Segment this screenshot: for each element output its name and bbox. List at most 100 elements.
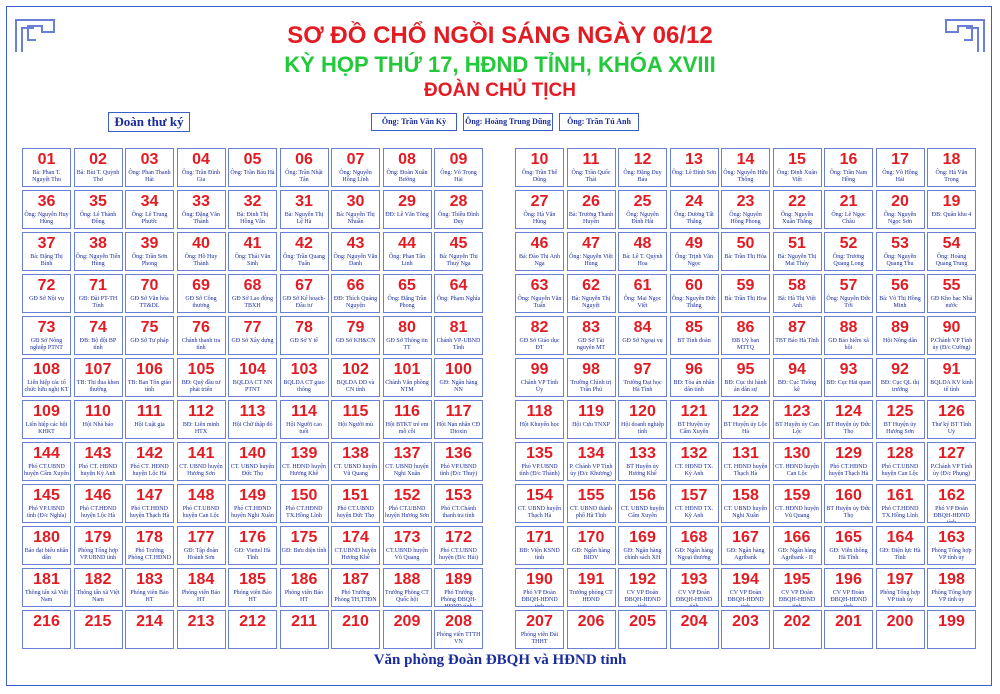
seat: 07 Ông: Nguyễn Hồng Lĩnh [331,148,380,187]
seat-name: GĐ: Đài PT-TH Tỉnh [78,296,118,309]
seat-number: 96 [685,361,703,378]
seat: 75 GĐ Sở Tư pháp [125,316,174,355]
page-frame [6,6,992,686]
seat-name: Phó CT.UBND huyện Can Lộc [881,464,919,477]
seat-number: 27 [530,193,549,210]
seat-name: BĐ: Cục Thống kê [777,380,817,393]
seat-number: 15 [788,151,806,168]
seat-number: 141 [187,445,215,462]
seat-name: Hội Người cao tuổi [286,422,322,435]
seat-number: 184 [187,571,215,588]
seat-name: Phó VP Đoàn ĐBQH-HĐND tỉnh [933,506,970,523]
seat: 55 GĐ Kho bạc Nhà nước [927,274,976,313]
seat: 21 Ông: Lê Ngọc Châu [824,190,873,229]
seat: 70 GĐ Sở Văn hóa TT&DL [125,274,174,313]
seat-number: 01 [37,151,56,168]
seat-name: Phòng Tổng hợp VP tỉnh ủy [931,548,972,561]
seat-name: BT Huyện ủy Đức Thọ [826,506,871,519]
seat-number: 68 [243,277,262,294]
seat-name: Ông: Lê Ngọc Châu [831,212,866,225]
seat: 142 Phó CT. HĐND huyện Lộc Hà [125,442,174,481]
seat-name: P. Chánh VP Tỉnh ủy (Đ/c Khương) [569,464,613,477]
seat-number: 22 [788,193,806,210]
seat: 84 GĐ Sở Ngoại vụ [618,316,667,355]
seat-number: 60 [685,277,703,294]
seat: 212 [228,610,277,649]
seat: 135 Phó VP.UBND tỉnh (Đ/c Thành) [515,442,564,481]
seat: 104 BQLDA CT NN PTNT [228,358,277,397]
seat: 170 GĐ: Ngân hàng BIDV [566,526,616,565]
seat: 146 Phó CT.HĐND huyện Lộc Hà [73,484,123,523]
seat-number: 95 [736,361,755,378]
seat-name: ĐB: Bộ đội BP tỉnh [79,338,117,351]
seat-name: Bà: Lê T. Quỳnh Hoa [622,254,663,267]
seat-name: Phó VP.UBND tỉnh (Đ/c Nghĩa) [26,506,67,519]
seat-name: GĐ: Bưu điện tỉnh [281,548,327,554]
seat: 60 Ông: Nguyễn Đức Thắng [669,274,719,313]
seat-name: Phó VP.UBND tỉnh (Đ/c Thành) [519,464,560,477]
seat-number: 133 [629,445,656,462]
seat-name: Ông: Phạm Nghĩa [436,296,481,302]
seat-number: 88 [839,319,858,336]
seat: 96 BĐ: Tòa án nhân dân tỉnh [669,358,719,397]
seat: 26 Bà: Trương Thanh Huyền [566,190,616,229]
seat-name: Phó CT.UBND huyện Hương Sơn [385,506,429,519]
seat-number: 159 [783,487,811,504]
seat-name: Phó CT. HĐND huyện Kỳ Anh [78,464,118,477]
seat-number: 89 [891,319,909,336]
seat-number: 200 [886,613,914,630]
seat-number: 132 [680,445,708,462]
seat-number: 56 [891,277,909,294]
seat: 138 CT. UBND huyện Vũ Quang [331,442,380,481]
seat-number: 161 [886,487,914,504]
seat: 35 Ông: Lê Thành Đồng [73,190,123,229]
seat: 99 Chánh VP Tỉnh Ủy [515,358,564,397]
seat-number: 41 [243,235,262,252]
seat: 57 Ông: Nguyễn Đức Tới [824,274,873,313]
seat: 92 BĐ: Cục QL thị trường [875,358,925,397]
seat-number: 203 [732,613,759,630]
seat-name: Bà: Trương Thanh Huyền [568,212,614,225]
seat: 159 CT. HĐND huyện Vũ Quang [772,484,822,523]
seat-number: 72 [37,277,56,294]
seat-number: 143 [84,445,112,462]
seat-name: CT. UBND huyện Thạch Hà [517,506,562,519]
seat: 121 BT Huyện ủy Cẩm Xuyên [669,400,719,439]
seat-number: 149 [239,487,266,504]
seat-name: CT. UBND huyện Đức Thọ [230,464,275,477]
seat-number: 142 [136,445,163,462]
seat-number: 191 [577,571,605,588]
seat-number: 17 [891,151,909,168]
seat-number: 175 [290,529,318,546]
seat-name: BĐ: Cục QL thị trường [880,380,920,393]
seat-number: 21 [839,193,858,210]
seat-number: 85 [685,319,703,336]
seat-name: Phó CT.UBND huyện (Đ/c Hải) [439,548,478,561]
seat-name: CV VP Đoàn ĐBQH-HĐND tỉnh [727,590,764,607]
seat: 80 GĐ Sở Thông tin TT [382,316,432,355]
seat-number: 06 [295,151,313,168]
seat: 169 GĐ: Ngân hàng chính sách XH [618,526,667,565]
seat-name: Ông: Nguyễn Ngọc Sơn [883,212,917,225]
seat: 93 BĐ: Cục Hải quan [824,358,873,397]
seat: 111 Hội Luật gia [125,400,174,439]
seat: 185 Phóng viên Báo HT [228,568,277,607]
seat-number: 197 [886,571,914,588]
seat-name: Ông: Hà Văn Trọng [935,170,968,183]
seat-number: 99 [530,361,549,378]
seat-number: 48 [633,235,652,252]
seat-name: Ông: Hoàng Quang Trung [935,254,968,267]
seat-number: 62 [582,277,600,294]
seat: 36 Ông: Nguyễn Huy Hùng [22,190,71,229]
seat: 59 Bà: Trần Thị Hoa [721,274,770,313]
seat-number: 13 [685,151,703,168]
seat: 131 CT. HĐND huyện Thạch Hà [721,442,770,481]
seat-number: 29 [398,193,416,210]
seat-number: 42 [295,235,313,252]
seat: 155 CT. UBND thành phố Hà Tĩnh [566,484,616,523]
seat-name: Ông: Đặng Văn Thành [182,212,220,225]
seat-number: 38 [89,235,107,252]
seat-number: 34 [140,193,159,210]
seat-number: 52 [839,235,858,252]
seat-name: Chánh VP Tỉnh Ủy [520,380,559,393]
